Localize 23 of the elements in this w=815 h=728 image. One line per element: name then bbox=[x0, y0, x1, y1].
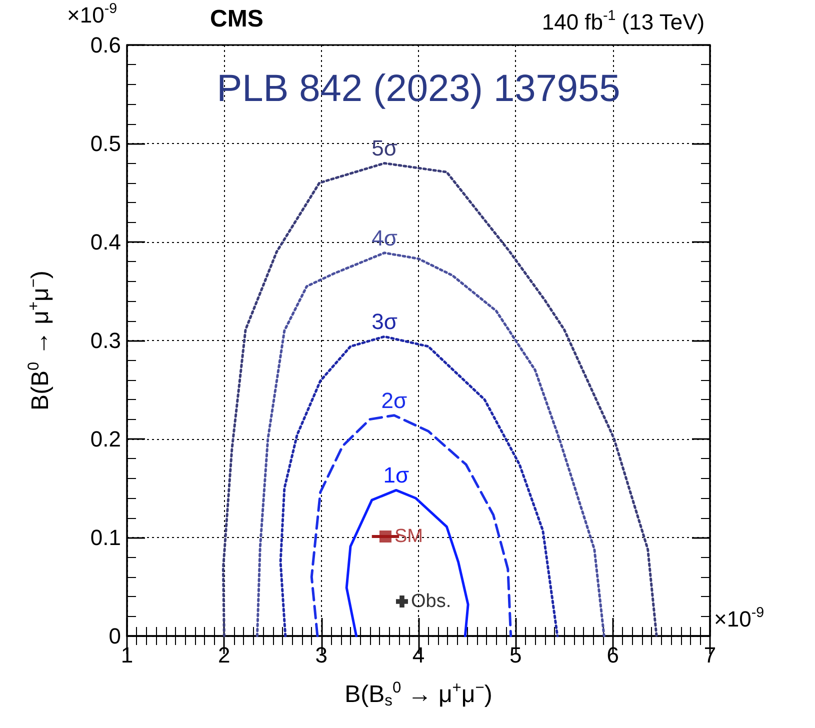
series-label: 5σ bbox=[372, 136, 398, 161]
annotation: PLB 842 (2023) 137955 bbox=[216, 68, 620, 110]
chart-title: CMS bbox=[210, 6, 264, 32]
x-tick-label: 7 bbox=[704, 642, 716, 668]
x-tick-label: 5 bbox=[510, 642, 522, 668]
y-tick-label: 0.2 bbox=[90, 426, 121, 452]
series-label: 1σ bbox=[383, 462, 410, 488]
series-label: 2σ bbox=[381, 388, 408, 413]
series-label: SM bbox=[394, 526, 423, 548]
y-tick-label: 0.1 bbox=[90, 525, 121, 550]
series-label: Obs. bbox=[410, 591, 452, 612]
y-tick-label: 0.6 bbox=[90, 32, 121, 58]
y-tick-label: 0 bbox=[108, 624, 121, 648]
y-axis-title: B(B0 → μ+μ−) bbox=[25, 270, 54, 410]
series-label: 3σ bbox=[372, 309, 398, 334]
x-tick-label: 2 bbox=[218, 642, 230, 668]
y-tick-label: 0.4 bbox=[90, 230, 121, 254]
x-tick-label: 3 bbox=[315, 642, 328, 668]
y-tick-label: 0.3 bbox=[90, 328, 121, 353]
x-tick-label: 4 bbox=[412, 642, 425, 668]
y-tick-label: 0.5 bbox=[90, 131, 121, 156]
x-tick-label: 6 bbox=[606, 642, 619, 668]
series-label: 4σ bbox=[372, 225, 398, 250]
